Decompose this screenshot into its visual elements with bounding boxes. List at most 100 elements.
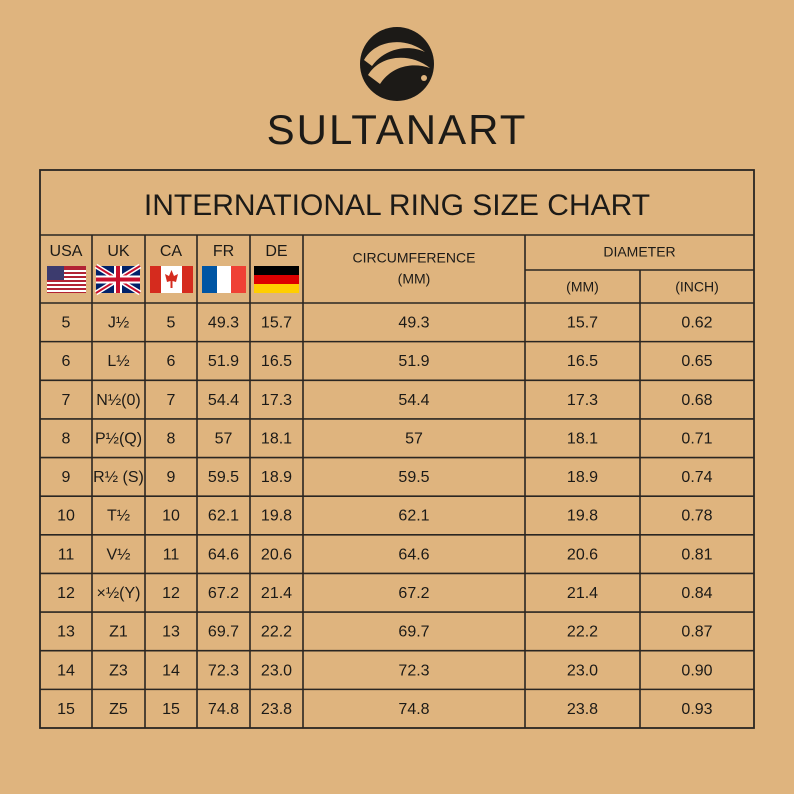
table-cell: 10 — [162, 508, 180, 525]
table-cell: 57 — [215, 430, 233, 447]
table-cell: 6 — [167, 353, 176, 370]
table-cell: 13 — [162, 624, 180, 641]
table-frame — [39, 169, 755, 729]
column-header: UK — [107, 243, 130, 260]
table-cell: 6 — [62, 353, 71, 370]
table-cell: 12 — [162, 585, 180, 602]
table-cell: 0.68 — [681, 392, 712, 409]
table-cell: Z1 — [109, 624, 128, 641]
table-cell: 74.8 — [208, 701, 239, 718]
table-cell: N½(0) — [96, 392, 140, 409]
table-cell: 5 — [167, 315, 176, 332]
column-header: CA — [160, 243, 183, 260]
table-cell: 0.65 — [681, 353, 712, 370]
table-cell: 13 — [57, 624, 75, 641]
flag-france — [202, 266, 246, 293]
table-cell: 15.7 — [261, 315, 292, 332]
table-cell: 17.3 — [567, 392, 598, 409]
table-title: INTERNATIONAL RING SIZE CHART — [144, 189, 650, 222]
table-cell: 0.62 — [681, 315, 712, 332]
table-cell: 11 — [163, 546, 180, 563]
table-cell: L½ — [107, 353, 129, 370]
brand-name: SULTANART — [267, 106, 528, 153]
table-cell: 49.3 — [208, 315, 239, 332]
table-cell: 0.74 — [681, 469, 712, 486]
column-header: DE — [265, 243, 287, 260]
table-cell: 0.84 — [681, 585, 712, 602]
table-cell: 16.5 — [567, 353, 598, 370]
table-cell: 67.2 — [398, 585, 429, 602]
column-header-unit: (MM) — [566, 279, 599, 295]
column-header: DIAMETER — [603, 244, 675, 260]
table-cell: 15.7 — [567, 315, 598, 332]
table-cell: 74.8 — [398, 701, 429, 718]
logo-swirl — [364, 42, 425, 66]
table-cell: 54.4 — [208, 392, 239, 409]
table-cell: 69.7 — [208, 624, 239, 641]
table-cell: 18.9 — [261, 469, 292, 486]
table-cell: 59.5 — [208, 469, 239, 486]
table-cell: 20.6 — [567, 546, 598, 563]
table-cell: 0.81 — [681, 546, 712, 563]
table-cell: 0.71 — [681, 430, 712, 447]
table-cell: 17.3 — [261, 392, 292, 409]
table-cell: 11 — [58, 546, 75, 563]
table-cell: 9 — [167, 469, 176, 486]
table-cell: T½ — [107, 508, 130, 525]
table-cell: 14 — [162, 662, 180, 679]
table-cell: 0.78 — [681, 508, 712, 525]
flags — [47, 263, 299, 296]
logo — [360, 27, 434, 101]
table-cell: 8 — [62, 430, 71, 447]
table-cell: 21.4 — [261, 585, 292, 602]
table-cell: Z3 — [109, 662, 128, 679]
table-cell: 62.1 — [208, 508, 239, 525]
logo-swirl — [368, 57, 430, 84]
table-cell: 23.0 — [261, 662, 292, 679]
table-cell: 20.6 — [261, 546, 292, 563]
table-cell: 72.3 — [208, 662, 239, 679]
table-cell: 69.7 — [398, 624, 429, 641]
table-cell: 0.90 — [681, 662, 712, 679]
table-cell: 7 — [62, 392, 71, 409]
table-cell: 14 — [57, 662, 75, 679]
column-header: FR — [213, 243, 234, 260]
flag-usa — [47, 266, 86, 293]
table-cell: 72.3 — [398, 662, 429, 679]
flag-uk — [94, 263, 142, 296]
column-header-unit: (MM) — [398, 271, 431, 287]
table-cell: 19.8 — [567, 508, 598, 525]
table-cell: 15 — [162, 701, 180, 718]
table-cell: 64.6 — [208, 546, 239, 563]
table-cells: USA UK CA FR DE CIRCUMFERENCE (MM) DIAMETER (MM)… — [50, 243, 719, 718]
table-cell: 23.8 — [261, 701, 292, 718]
table-cell: 10 — [57, 508, 75, 525]
table-cell: 15 — [57, 701, 75, 718]
column-header: USA — [50, 243, 83, 260]
table-cell: Z5 — [109, 701, 128, 718]
table-cell: 7 — [167, 392, 176, 409]
table-cell: 64.6 — [398, 546, 429, 563]
table-cell: 21.4 — [567, 585, 598, 602]
table-cell: 9 — [62, 469, 71, 486]
table-cell: 12 — [57, 585, 75, 602]
flag-germany — [254, 266, 299, 293]
table-cell: 51.9 — [398, 353, 429, 370]
table-cell: 8 — [167, 430, 176, 447]
table-cell: 0.87 — [681, 624, 712, 641]
table-cell: 49.3 — [398, 315, 429, 332]
table-cell: V½ — [106, 546, 130, 563]
table-cell: 51.9 — [208, 353, 239, 370]
table-cell: 5 — [62, 315, 71, 332]
table-cell: 18.1 — [261, 430, 292, 447]
logo-dot — [421, 75, 427, 81]
table-cell: 59.5 — [398, 469, 429, 486]
table-cell: 62.1 — [398, 508, 429, 525]
table-grid — [39, 169, 755, 729]
table-cell: 18.1 — [567, 430, 598, 447]
table-cell: 18.9 — [567, 469, 598, 486]
column-header: CIRCUMFERENCE — [353, 250, 476, 266]
table-cell: 19.8 — [261, 508, 292, 525]
